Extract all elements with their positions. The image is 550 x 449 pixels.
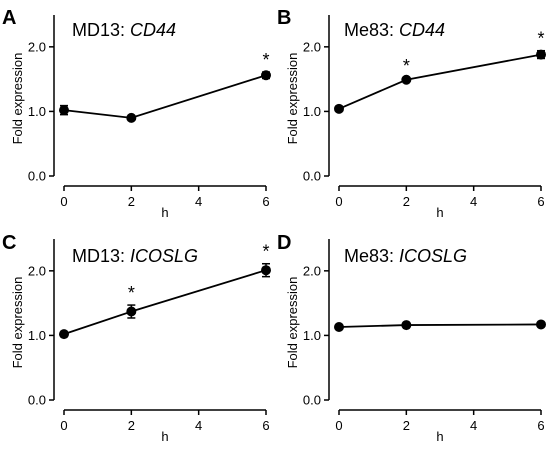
x-axis-label: h	[436, 429, 443, 444]
chart-title: Me83: ICOSLG	[344, 246, 467, 266]
significance-star: *	[262, 242, 269, 262]
y-tick-label: 2.0	[303, 263, 321, 278]
y-tick-label: 1.0	[28, 328, 46, 343]
significance-star: *	[537, 29, 544, 49]
data-point	[401, 320, 412, 331]
panel-letter: C	[2, 232, 16, 254]
x-tick-label: 4	[195, 418, 202, 433]
y-axis-label: Fold expression	[285, 277, 300, 369]
chart-panel-d: D Me83: ICOSLG 0.0 1.0 2.0 0 2 4 6 h Fold expressi…	[277, 232, 546, 444]
chart-panel-c: C MD13: ICOSLG 0.0 1.0 2.0 0 2 4 6 h Fold expressi…	[2, 232, 271, 444]
y-tick-label: 0.0	[303, 169, 321, 184]
title-sample: MD13:	[72, 20, 130, 40]
chart-title: Me83: CD44	[344, 20, 445, 40]
x-tick-label: 6	[262, 418, 269, 433]
x-tick-label: 2	[403, 194, 410, 209]
x-axis-label: h	[436, 205, 443, 220]
data-point	[334, 103, 344, 114]
data-point	[59, 105, 69, 116]
significance-star: *	[128, 283, 135, 303]
panel-letter: A	[2, 7, 16, 29]
y-axis-label: Fold expression	[285, 53, 300, 145]
data-point	[536, 319, 546, 330]
x-tick-label: 2	[128, 418, 135, 433]
panel-letter: D	[277, 232, 291, 254]
data-point	[59, 329, 69, 340]
title-gene: CD44	[399, 20, 445, 40]
y-tick-label: 0.0	[28, 169, 46, 184]
title-gene: ICOSLG	[130, 246, 198, 266]
x-tick-label: 4	[470, 418, 477, 433]
y-tick-label: 1.0	[303, 104, 321, 119]
x-tick-label: 2	[403, 418, 410, 433]
data-point	[261, 265, 271, 276]
title-gene: ICOSLG	[399, 246, 467, 266]
series-line	[338, 53, 542, 110]
y-tick-label: 1.0	[28, 104, 46, 119]
y-tick-label: 1.0	[303, 328, 321, 343]
x-axis-label: h	[161, 205, 168, 220]
panel-letter: B	[277, 7, 291, 29]
title-sample: MD13:	[72, 246, 130, 266]
data-point	[334, 322, 344, 333]
data-point	[126, 306, 137, 317]
x-tick-label: 6	[262, 194, 269, 209]
series-line	[63, 74, 267, 119]
y-axis-label: Fold expression	[10, 53, 25, 145]
data-point	[126, 112, 137, 123]
series-line	[63, 269, 267, 335]
significance-star: *	[403, 56, 410, 76]
data-point	[401, 74, 412, 85]
series-line	[338, 323, 542, 328]
data-point	[261, 70, 271, 81]
x-tick-label: 2	[128, 194, 135, 209]
x-tick-label: 4	[195, 194, 202, 209]
x-tick-label: 0	[60, 418, 67, 433]
y-axis-label: Fold expression	[10, 277, 25, 369]
title-sample: Me83:	[344, 20, 399, 40]
y-tick-label: 0.0	[303, 393, 321, 408]
x-tick-label: 4	[470, 194, 477, 209]
title-sample: Me83:	[344, 246, 399, 266]
chart-panel-a: A MD13: CD44 0.0 1.0 2.0 0 2 4 6 h Fold expression…	[2, 7, 271, 220]
x-tick-label: 6	[537, 194, 544, 209]
y-tick-label: 2.0	[28, 263, 46, 278]
y-tick-label: 2.0	[303, 39, 321, 54]
x-tick-label: 0	[60, 194, 67, 209]
chart-panel-b: B Me83: CD44 0.0 1.0 2.0 0 2 4 6 h Fold expression…	[277, 7, 546, 220]
x-tick-label: 0	[335, 194, 342, 209]
x-tick-label: 0	[335, 418, 342, 433]
significance-star: *	[262, 50, 269, 70]
x-axis-label: h	[161, 429, 168, 444]
y-tick-label: 0.0	[28, 393, 46, 408]
x-tick-label: 6	[537, 418, 544, 433]
y-tick-label: 2.0	[28, 39, 46, 54]
chart-title: MD13: CD44	[72, 20, 176, 40]
chart-title: MD13: ICOSLG	[72, 246, 198, 266]
data-point	[536, 49, 546, 60]
title-gene: CD44	[130, 20, 176, 40]
